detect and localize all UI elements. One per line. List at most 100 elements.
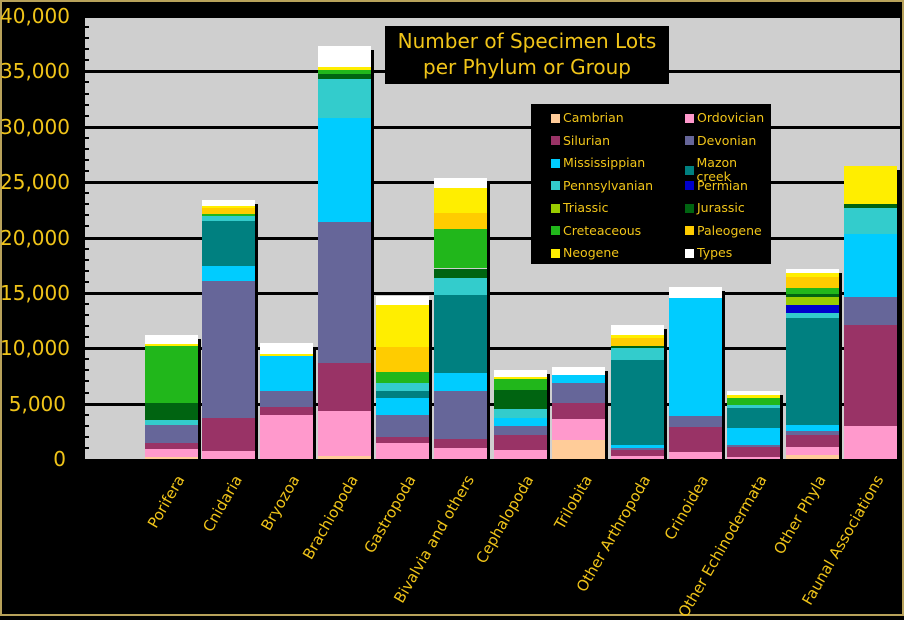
bar-segment-mazon-creek <box>786 318 839 425</box>
bar-segment-mississippian <box>260 356 313 392</box>
legend-swatch <box>685 248 694 258</box>
bar-segment-mazon-creek <box>611 360 664 445</box>
bar-segment-pennsylvanian <box>145 420 198 425</box>
bar-segment-neogene <box>494 377 547 380</box>
legend-swatch <box>551 136 560 145</box>
y-tick-label: 20,000 <box>0 225 70 250</box>
bar-segment-creteaceous <box>145 346 198 403</box>
bar-segment-jurassic <box>844 204 897 208</box>
legend-swatch <box>685 113 694 123</box>
bar-segment-creteaceous <box>318 70 371 74</box>
bar-segment-types <box>202 199 255 207</box>
y-axis-line <box>82 16 85 462</box>
legend-swatch <box>551 158 560 168</box>
bar-segment-ordovician <box>494 450 547 459</box>
minor-tick <box>85 48 89 51</box>
y-tick-label: 40,000 <box>0 4 70 28</box>
bar-segment-ordovician <box>611 455 664 459</box>
legend-item-jurassic: Jurassic <box>685 201 745 215</box>
legend-item-types: Types <box>685 246 732 260</box>
bar-shadow <box>487 181 490 459</box>
minor-tick <box>85 424 89 427</box>
legend-swatch <box>685 226 694 235</box>
minor-tick <box>85 103 89 106</box>
legend: Cambrian Ordovician Silurian Devonian Missis… <box>531 104 771 264</box>
bar-segment-devonian <box>202 280 255 419</box>
bar-segment-paleogene <box>202 207 255 215</box>
bar-segment-cambrian <box>318 455 371 459</box>
minor-tick <box>85 269 89 272</box>
legend-swatch <box>685 136 694 145</box>
bar-segment-silurian <box>145 443 198 450</box>
bar-segment-neogene <box>611 334 664 339</box>
legend-label: Paleogene <box>697 222 762 238</box>
bar-segment-jurassic <box>494 390 547 410</box>
bar-shadow <box>429 300 432 459</box>
bar-segment-ordovician <box>202 451 255 459</box>
bar-segment-types <box>434 177 487 188</box>
bar-segment-creteaceous <box>494 379 547 391</box>
bar-segment-neogene <box>145 343 198 347</box>
legend-swatch <box>551 113 560 123</box>
bar-segment-silurian <box>376 436 429 444</box>
legend-label: Devonian <box>697 132 757 148</box>
bar-segment-cambrian <box>145 456 198 459</box>
bar-segment-devonian <box>552 382 605 403</box>
legend-item-neogene: Neogene <box>551 246 619 260</box>
minor-tick <box>85 59 89 62</box>
bar-shadow <box>664 328 667 459</box>
bar-segment-ordovician <box>727 456 780 459</box>
legend-label: Types <box>697 245 733 260</box>
legend-item-silurian: Silurian <box>551 133 610 148</box>
bar-segment-pennsylvanian <box>786 312 839 319</box>
bar-segment-mississippian <box>318 117 371 222</box>
bar-segment-pennsylvanian <box>376 382 429 392</box>
legend-label: Neogene <box>563 245 619 260</box>
legend-swatch <box>551 248 560 258</box>
minor-tick <box>85 446 89 449</box>
bar-segment-mississippian <box>202 266 255 281</box>
y-tick-label: 10,000 <box>0 336 70 361</box>
bar-segment-devonian <box>260 391 313 407</box>
legend-item-paleogene: Paleogene <box>685 222 762 238</box>
y-tick-label: 5,000 <box>8 391 66 416</box>
bar-segment-neogene <box>434 187 487 214</box>
bar-segment-creteaceous <box>376 371 429 383</box>
minor-tick <box>85 214 89 217</box>
bar-segment-creteaceous <box>727 398 780 405</box>
gridline <box>85 15 900 18</box>
bar-segment-jurassic <box>434 268 487 279</box>
bar-segment-cambrian <box>552 440 605 459</box>
bar-segment-types <box>318 45 371 67</box>
legend-label: Cambrian <box>563 110 624 125</box>
bar-shadow <box>198 338 201 459</box>
minor-tick <box>85 358 89 361</box>
bar-segment-pennsylvanian <box>318 79 371 118</box>
bar-segment-creteaceous <box>786 288 839 294</box>
bar-segment-ordovician <box>434 447 487 459</box>
bar-segment-mississippian <box>552 374 605 383</box>
legend-label: Jurassic <box>697 200 745 215</box>
bar-segment-mississippian <box>669 298 722 416</box>
legend-swatch <box>685 203 694 213</box>
bar-shadow <box>839 272 842 459</box>
legend-item-devonian: Devonian <box>685 132 757 148</box>
bar-segment-silurian <box>844 324 897 426</box>
y-tick-label: 30,000 <box>0 114 70 139</box>
bar-segment-neogene <box>727 394 780 399</box>
bar-segment-ordovician <box>786 446 839 455</box>
minor-tick <box>85 336 89 339</box>
bar-segment-types <box>494 370 547 378</box>
chart-title-line2: per Phylum or Group <box>423 55 631 79</box>
bar-segment-devonian <box>844 297 897 325</box>
minor-tick <box>85 114 89 117</box>
bar-segment-silurian <box>202 418 255 452</box>
bar-segment-mazon-creek <box>434 295 487 373</box>
bar-segment-silurian <box>727 446 780 457</box>
legend-swatch <box>551 226 560 235</box>
minor-tick <box>85 92 89 95</box>
chart-title-line1: Number of Specimen Lots <box>397 29 657 53</box>
bar-segment-ordovician <box>318 411 371 456</box>
bar-segment-silurian <box>434 439 487 448</box>
